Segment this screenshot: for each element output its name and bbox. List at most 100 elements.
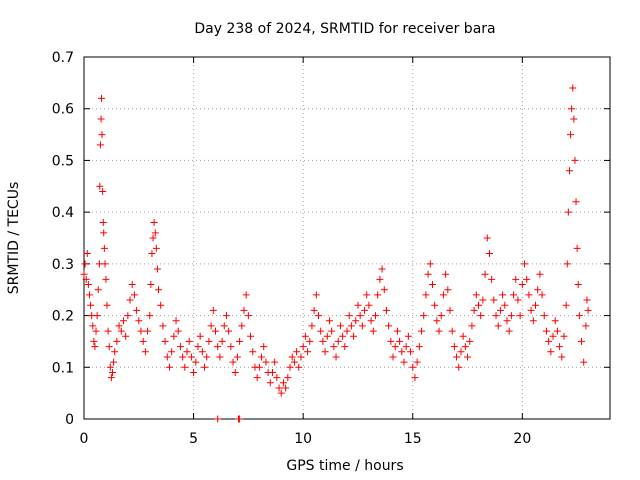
- data-point: [490, 296, 498, 304]
- data-point: [299, 343, 307, 351]
- data-point: [317, 327, 325, 335]
- data-point: [249, 348, 257, 356]
- data-point: [492, 312, 500, 320]
- data-point: [147, 281, 155, 289]
- data-point: [96, 141, 104, 149]
- data-point: [149, 234, 157, 242]
- data-point: [87, 301, 95, 309]
- data-point: [85, 291, 93, 299]
- data-point: [367, 317, 375, 325]
- data-point: [398, 348, 406, 356]
- data-point: [236, 415, 244, 423]
- data-point: [205, 337, 213, 345]
- data-point: [558, 353, 566, 361]
- data-point: [315, 312, 323, 320]
- data-point: [567, 131, 575, 139]
- data-point: [352, 317, 360, 325]
- data-point: [231, 368, 239, 376]
- data-point: [418, 327, 426, 335]
- data-point: [424, 270, 432, 278]
- data-point: [411, 374, 419, 382]
- y-tick-label: 0: [65, 412, 74, 428]
- data-point: [518, 281, 526, 289]
- data-point: [304, 348, 312, 356]
- data-point: [185, 337, 193, 345]
- data-point: [312, 291, 320, 299]
- data-point: [499, 291, 507, 299]
- data-point: [168, 348, 176, 356]
- data-point: [400, 358, 408, 366]
- data-point: [365, 301, 373, 309]
- data-point: [94, 286, 102, 294]
- data-point: [128, 281, 136, 289]
- data-point: [435, 327, 443, 335]
- data-point: [273, 374, 281, 382]
- data-point: [363, 291, 371, 299]
- data-point: [110, 358, 118, 366]
- data-point: [227, 343, 235, 351]
- data-point: [293, 348, 301, 356]
- data-point: [560, 332, 568, 340]
- data-point: [236, 337, 244, 345]
- data-point: [159, 322, 167, 330]
- data-point: [117, 327, 125, 335]
- x-tick-label: 20: [513, 431, 531, 447]
- data-point: [378, 265, 386, 273]
- data-point: [218, 337, 226, 345]
- data-point: [564, 208, 572, 216]
- data-point: [422, 291, 430, 299]
- data-point: [196, 332, 204, 340]
- data-point: [583, 296, 591, 304]
- data-point: [242, 291, 250, 299]
- data-point: [152, 244, 160, 252]
- data-point: [407, 348, 415, 356]
- data-point: [371, 312, 379, 320]
- data-point: [139, 337, 147, 345]
- data-point: [214, 343, 222, 351]
- data-point: [582, 322, 590, 330]
- data-point: [442, 270, 450, 278]
- data-point: [571, 156, 579, 164]
- data-point: [207, 322, 215, 330]
- data-point: [113, 337, 121, 345]
- data-point: [102, 275, 110, 283]
- data-point: [209, 306, 217, 314]
- data-point: [93, 312, 101, 320]
- data-point: [512, 275, 520, 283]
- data-point: [391, 343, 399, 351]
- data-point: [437, 312, 445, 320]
- data-point: [361, 306, 369, 314]
- data-point: [501, 301, 509, 309]
- data-point: [574, 281, 582, 289]
- data-point: [91, 343, 99, 351]
- data-point: [295, 363, 303, 371]
- data-point: [570, 115, 578, 123]
- data-point: [350, 332, 358, 340]
- data-point: [96, 182, 104, 190]
- data-point: [101, 260, 109, 268]
- data-point: [389, 353, 397, 361]
- data-point: [212, 327, 219, 335]
- data-point: [194, 343, 202, 351]
- axis-ticks: 0 0.1 0.2 0.3 0.4 0.5 0.6 0.7 0 5 10 15 20: [52, 50, 610, 447]
- data-point: [271, 358, 279, 366]
- data-point: [439, 291, 447, 299]
- data-point: [268, 368, 276, 376]
- data-point: [146, 312, 154, 320]
- data-point: [81, 260, 89, 268]
- data-point: [527, 306, 535, 314]
- data-point: [84, 281, 92, 289]
- data-point: [148, 250, 156, 258]
- data-point: [343, 327, 351, 335]
- y-tick-label: 0.4: [52, 205, 74, 221]
- x-tick-label: 15: [404, 431, 422, 447]
- data-point: [534, 286, 542, 294]
- data-point: [538, 291, 546, 299]
- y-tick-label: 0.3: [52, 257, 74, 273]
- data-point: [562, 301, 570, 309]
- data-point: [133, 306, 141, 314]
- data-point: [553, 327, 561, 335]
- data-point: [198, 348, 206, 356]
- data-point: [277, 389, 285, 397]
- data-point: [426, 260, 434, 268]
